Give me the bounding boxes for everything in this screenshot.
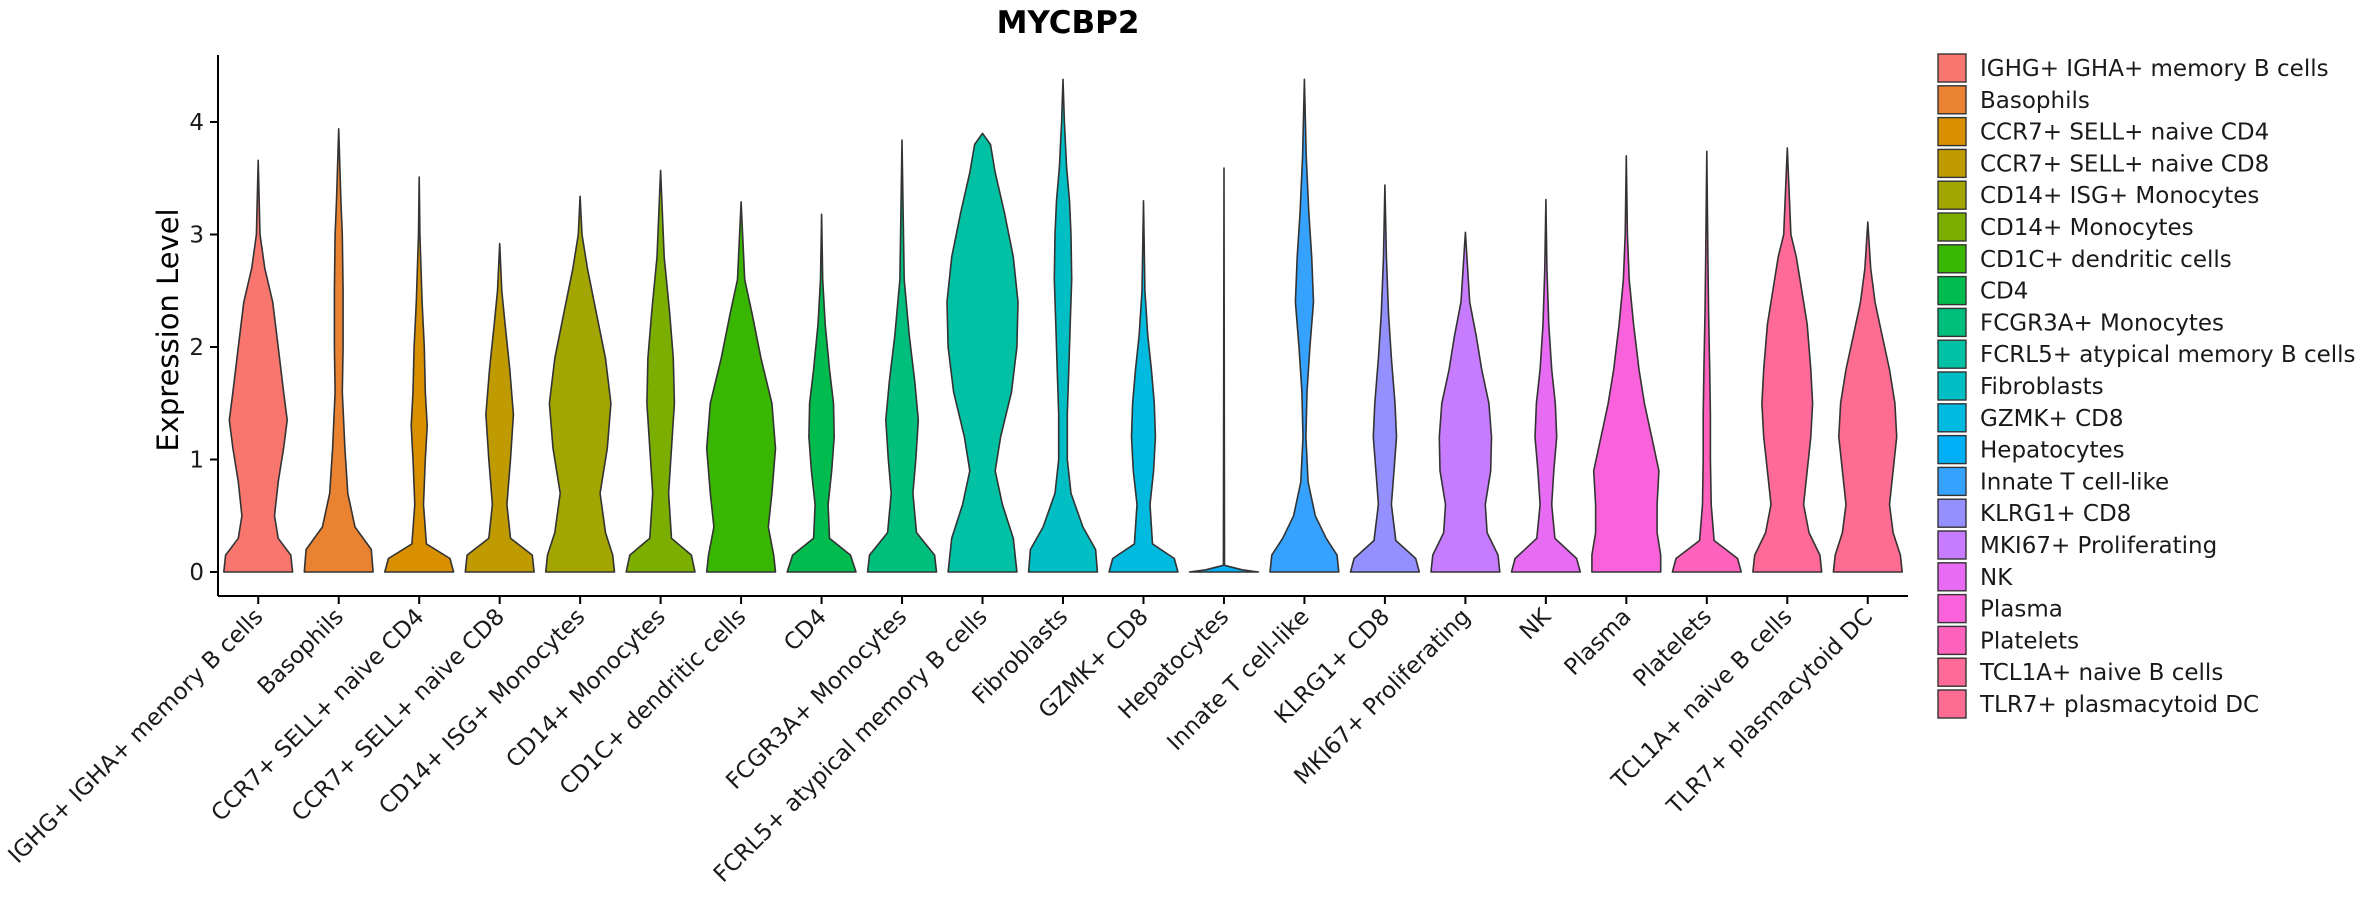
- y-tick-label: 4: [189, 110, 204, 136]
- violin-10: [1027, 78, 1099, 573]
- violin-16: [1510, 198, 1582, 573]
- legend-swatch: [1937, 498, 1967, 528]
- legend-label: FCGR3A+ Monocytes: [1980, 310, 2224, 336]
- legend-swatch: [1937, 689, 1967, 719]
- legend-label: FCRL5+ atypical memory B cells: [1980, 342, 2356, 368]
- legend-swatch: [1937, 657, 1967, 687]
- legend-label: Plasma: [1980, 597, 2063, 623]
- violin-3: [464, 242, 535, 573]
- x-tick-labels: IGHG+ IGHA+ memory B cellsBasophilsCCR7+…: [4, 596, 1878, 888]
- y-tick-label: 0: [189, 560, 204, 586]
- legend-swatch: [1937, 371, 1967, 401]
- legend-swatch: [1937, 307, 1967, 338]
- legend-swatch: [1937, 466, 1967, 497]
- violin-12: [1188, 167, 1260, 573]
- legend-swatch: [1937, 244, 1967, 274]
- violin-2: [384, 176, 455, 573]
- violin-17: [1591, 155, 1662, 573]
- violin-5: [625, 169, 696, 573]
- violin-11: [1108, 200, 1179, 573]
- legend-swatch: [1937, 212, 1967, 242]
- x-tick-label: CD4: [779, 604, 832, 657]
- legend-swatch: [1937, 530, 1967, 560]
- legend-swatch: [1937, 593, 1967, 624]
- legend-label: KLRG1+ CD8: [1980, 501, 2131, 527]
- legend-swatch: [1937, 275, 1967, 306]
- violin-7: [786, 213, 857, 573]
- legend-label: Innate T cell-like: [1980, 469, 2169, 495]
- legend-label: Basophils: [1980, 88, 2090, 114]
- legend-label: Fibroblasts: [1980, 374, 2104, 400]
- legend-swatch: [1937, 403, 1967, 433]
- y-axis-title: Expression Level: [151, 208, 185, 451]
- y-tick-label: 1: [189, 448, 204, 474]
- legend-label: GZMK+ CD8: [1980, 406, 2124, 432]
- legend-swatch: [1937, 434, 1967, 465]
- legend-swatch: [1937, 85, 1967, 115]
- legend-label: NK: [1980, 565, 2013, 591]
- legend-label: CD14+ Monocytes: [1980, 215, 2194, 241]
- x-tick-label: NK: [1515, 603, 1557, 645]
- violin-1: [303, 128, 374, 573]
- legend-label: CCR7+ SELL+ naive CD4: [1980, 120, 2269, 146]
- legend-swatch: [1937, 339, 1967, 369]
- x-tick-label: IGHG+ IGHA+ memory B cells: [4, 604, 269, 869]
- violins-group: [223, 78, 1903, 573]
- violin-19: [1752, 147, 1823, 573]
- legend-label: Platelets: [1980, 628, 2079, 654]
- legend-label: CD1C+ dendritic cells: [1980, 247, 2232, 273]
- legend-label: CD14+ ISG+ Monocytes: [1980, 183, 2259, 209]
- legend-swatch: [1937, 116, 1967, 147]
- violin-9: [946, 132, 1019, 573]
- x-tick-label: Innate T cell-like: [1162, 604, 1314, 756]
- y-tick-label: 2: [189, 335, 204, 361]
- legend-swatch: [1937, 53, 1967, 83]
- legend-label: TCL1A+ naive B cells: [1979, 660, 2223, 686]
- violin-6: [705, 201, 777, 573]
- legend-label: IGHG+ IGHA+ memory B cells: [1980, 56, 2329, 82]
- legend-swatch: [1937, 625, 1967, 656]
- legend-swatch: [1937, 180, 1967, 210]
- legend-label: CCR7+ SELL+ naive CD8: [1980, 151, 2269, 177]
- violin-8: [866, 139, 938, 573]
- legend-label: TLR7+ plasmacytoid DC: [1979, 692, 2259, 718]
- violin-0: [223, 159, 294, 573]
- violin-4: [544, 195, 616, 573]
- legend: IGHG+ IGHA+ memory B cells Basophils CCR7+…: [1937, 53, 2356, 719]
- x-tick-label: Plasma: [1560, 604, 1637, 681]
- chart-title: MYCBP2: [997, 5, 1140, 41]
- legend-swatch: [1937, 562, 1967, 592]
- legend-label: CD4: [1980, 279, 2028, 305]
- violin-20: [1832, 221, 1903, 573]
- legend-label: Hepatocytes: [1980, 438, 2125, 464]
- violin-18: [1671, 150, 1742, 573]
- legend-label: MKI67+ Proliferating: [1980, 533, 2217, 559]
- violin-15: [1430, 231, 1501, 573]
- y-tick-label: 3: [189, 223, 204, 249]
- legend-swatch: [1937, 148, 1967, 179]
- x-tick-label: CD14+ Monocytes: [501, 604, 670, 773]
- violin-14: [1349, 184, 1421, 573]
- violin-13: [1269, 78, 1340, 573]
